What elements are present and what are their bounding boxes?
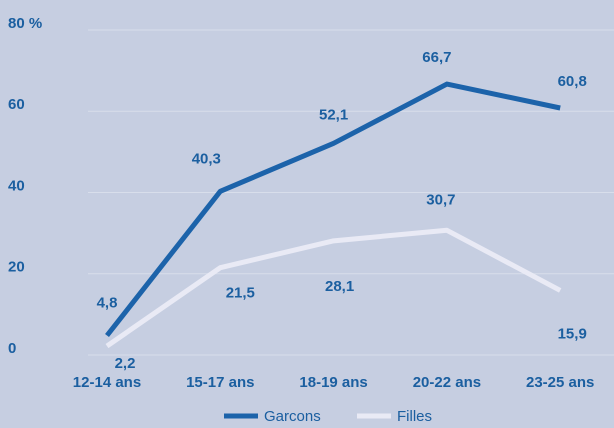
data-label: 52,1 [319,106,348,123]
x-tick-label: 23-25 ans [526,374,594,391]
legend-label: Filles [397,408,432,425]
x-tick-label: 20-22 ans [413,374,481,391]
data-label: 4,8 [97,294,118,311]
y-tick-label: 40 [8,177,25,194]
x-tick-label: 15-17 ans [186,374,254,391]
y-tick-label: 60 [8,96,25,113]
y-tick-label: 80 % [8,15,42,32]
data-label: 2,2 [115,355,136,372]
x-tick-label: 12-14 ans [73,374,141,391]
y-tick-label: 0 [8,340,16,357]
data-label: 40,3 [192,150,221,167]
data-label: 28,1 [325,278,354,295]
data-label: 30,7 [426,191,455,208]
data-label: 60,8 [558,73,587,90]
x-tick-label: 18-19 ans [299,374,367,391]
data-label: 21,5 [226,285,255,302]
series-line [105,227,562,349]
series-line [105,81,561,338]
data-label: 66,7 [422,49,451,66]
data-label: 15,9 [558,325,587,342]
y-tick-label: 20 [8,259,25,276]
legend-label: Garcons [264,408,321,425]
